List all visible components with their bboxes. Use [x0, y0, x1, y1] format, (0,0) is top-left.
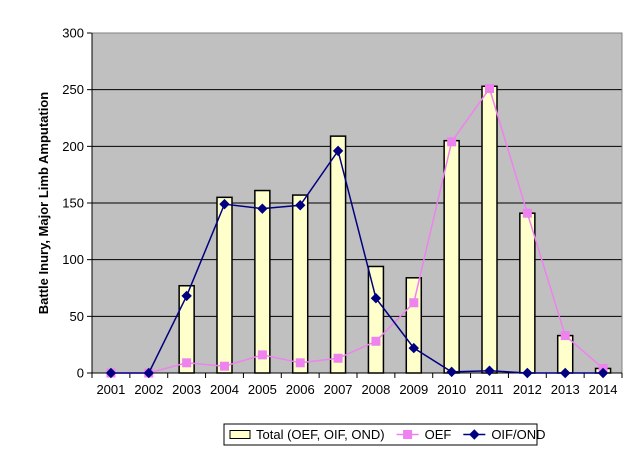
x-tick-label-2013: 2013 [551, 382, 580, 397]
legend-label-oif-ond: OIF/OND [491, 427, 545, 442]
point-oef-2004 [220, 361, 229, 371]
y-tick-label: 250 [62, 82, 84, 97]
bar-2012 [519, 212, 536, 374]
point-oef-2007 [333, 353, 343, 363]
x-tick-label-2010: 2010 [437, 382, 466, 397]
legend-marker-oif-ond [469, 429, 480, 440]
point-oif-ond-2003 [181, 290, 192, 302]
legend [223, 423, 538, 446]
point-oef-2003 [182, 358, 192, 368]
point-oif-ond-2005 [257, 203, 268, 214]
y-axis-title: Battle Inury, Major Limb Amputation [36, 92, 51, 315]
x-tick-label-2014: 2014 [589, 382, 618, 397]
x-tick-label-2008: 2008 [361, 382, 390, 397]
point-oef-2009 [409, 298, 419, 308]
y-tick-label: 200 [62, 139, 84, 154]
y-tick-label: 150 [62, 196, 84, 211]
y-tick-label: 0 [77, 366, 84, 381]
series-line-oef [110, 86, 604, 374]
x-tick-label-2009: 2009 [399, 382, 428, 397]
point-oif-ond-2007 [332, 145, 344, 157]
bar-2008 [367, 265, 385, 374]
x-tick-label-2006: 2006 [286, 382, 315, 397]
point-oif-ond-2012 [522, 367, 533, 379]
bar-2005 [254, 189, 271, 374]
legend-marker-oef [403, 430, 413, 439]
x-tick-label-2005: 2005 [248, 382, 277, 397]
point-oif-ond-2011 [484, 365, 495, 376]
point-oif-ond-2008 [370, 292, 382, 304]
point-oif-ond-2006 [295, 200, 306, 211]
point-oef-2012 [522, 208, 532, 218]
y-tick-label: 300 [62, 26, 84, 41]
y-tick-label: 50 [70, 309, 84, 324]
point-oef-2006 [295, 358, 305, 368]
x-tick-label-2012: 2012 [513, 382, 542, 397]
bar-2004 [216, 196, 233, 374]
point-oef-2011 [485, 84, 494, 94]
point-oif-ond-2002 [143, 367, 154, 379]
legend-label-oef: OEF [425, 427, 452, 442]
bar-2006 [291, 194, 309, 374]
point-oef-2010 [447, 137, 457, 147]
bar-2010 [443, 139, 460, 374]
point-oif-ond-2013 [560, 367, 571, 379]
y-tick-label: 100 [62, 252, 84, 267]
point-oif-ond-2009 [408, 342, 419, 354]
x-tick-label-2007: 2007 [324, 382, 353, 397]
bar-2013 [556, 334, 574, 374]
series-line-oif-ond [110, 149, 604, 374]
point-oef-2013 [560, 331, 570, 341]
point-oif-ond-2004 [219, 198, 230, 210]
point-oef-2008 [371, 336, 381, 346]
point-oef-2005 [257, 350, 267, 360]
bar-2009 [405, 277, 423, 374]
legend-label-total-oef-oif-ond-: Total (OEF, OIF, OND) [256, 427, 385, 442]
x-tick-label-2001: 2001 [96, 382, 125, 397]
bar-2011 [481, 85, 498, 374]
point-oif-ond-2001 [105, 367, 117, 379]
x-tick-label-2003: 2003 [172, 382, 201, 397]
point-oif-ond-2014 [597, 367, 609, 379]
x-tick-label-2002: 2002 [134, 382, 163, 397]
point-oif-ond-2010 [446, 366, 457, 378]
x-tick-label-2004: 2004 [210, 382, 239, 397]
x-tick-label-2011: 2011 [476, 382, 504, 397]
legend-swatch-total-oef-oif-ond- [229, 430, 251, 439]
